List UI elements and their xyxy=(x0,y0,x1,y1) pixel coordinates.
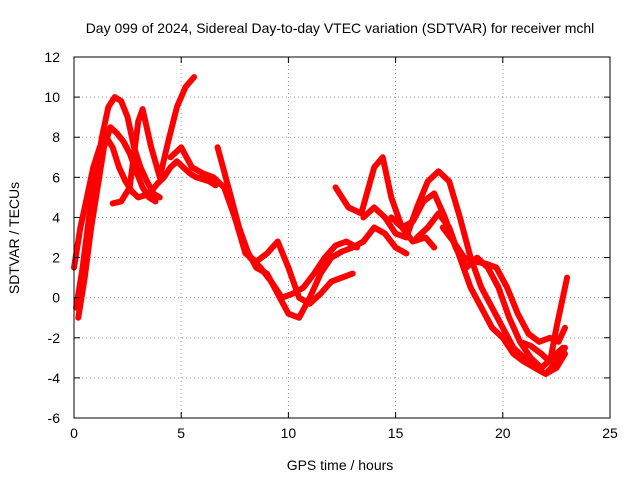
y-tick-label: 8 xyxy=(52,129,60,145)
x-tick-label: 15 xyxy=(388,425,404,441)
y-tick-label: 2 xyxy=(52,250,60,266)
series-satellite-track-13 xyxy=(517,274,571,365)
x-tick-label: 25 xyxy=(602,425,618,441)
y-tick-label: 0 xyxy=(52,290,60,306)
series-satellite-track-10 xyxy=(388,190,566,371)
y-tick-label: 4 xyxy=(52,209,60,225)
tick-layer xyxy=(73,56,611,419)
x-tick-labels: 0 5 10 15 20 25 xyxy=(70,425,618,441)
y-tick-labels: -6 -4 -2 0 2 4 6 8 10 12 xyxy=(44,49,60,426)
series-layer xyxy=(71,74,571,377)
y-tick-label: -4 xyxy=(48,370,61,386)
series-satellite-track-5 xyxy=(167,144,356,307)
y-tick-label: -6 xyxy=(48,410,61,426)
y-tick-label: 12 xyxy=(44,49,60,65)
series-satellite-track-11 xyxy=(414,210,568,377)
series-satellite-track-7 xyxy=(231,214,410,321)
x-tick-label: 10 xyxy=(281,425,297,441)
series-satellite-track-3 xyxy=(75,124,159,321)
series-satellite-track-2 xyxy=(73,94,163,311)
plot-frame xyxy=(73,56,611,419)
chart-title: Day 099 of 2024, Sidereal Day-to-day VTE… xyxy=(86,20,595,36)
x-axis-label: GPS time / hours xyxy=(287,457,394,473)
y-axis-label: SDTVAR / TECUs xyxy=(6,182,22,294)
x-tick-label: 5 xyxy=(177,425,185,441)
y-tick-label: -2 xyxy=(48,330,61,346)
y-tick-label: 10 xyxy=(44,89,60,105)
y-tick-label: 6 xyxy=(52,169,60,185)
x-tick-label: 0 xyxy=(70,425,78,441)
grid-layer xyxy=(74,57,610,418)
series-satellite-track-4 xyxy=(109,74,198,207)
series-satellite-track-12 xyxy=(439,224,568,345)
x-tick-label: 20 xyxy=(495,425,511,441)
